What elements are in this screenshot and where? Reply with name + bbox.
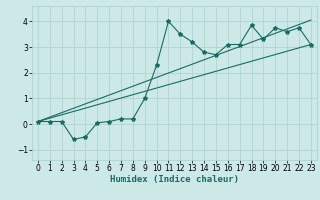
X-axis label: Humidex (Indice chaleur): Humidex (Indice chaleur) [110, 175, 239, 184]
